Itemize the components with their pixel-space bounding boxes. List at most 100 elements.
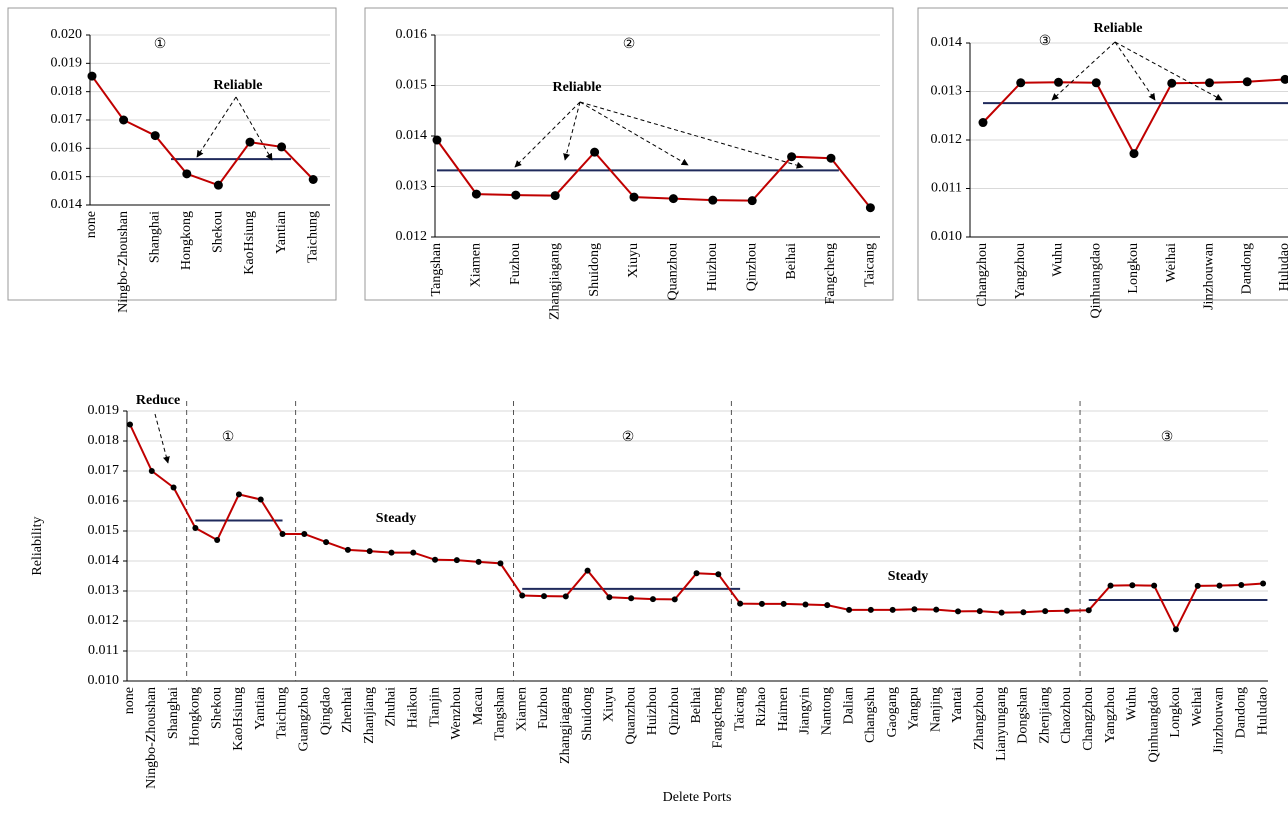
point [323, 539, 330, 546]
y-tick-label: 0.019 [51, 56, 83, 71]
x-tick-label: Huizhou [705, 243, 720, 291]
point [119, 115, 129, 125]
y-tick-label: 0.020 [51, 27, 83, 42]
annotation-arrow [196, 96, 237, 158]
point [693, 570, 700, 577]
y-tick-label: 0.016 [396, 27, 428, 42]
y-tick-label: 0.019 [88, 403, 120, 418]
x-tick-label: Shuidong [587, 243, 602, 297]
x-tick-label: Xiuyu [626, 243, 641, 278]
x-tick-label: Shekou [211, 211, 226, 253]
x-tick-label: Zhanjiang [362, 687, 377, 744]
point [933, 606, 940, 613]
point [976, 608, 983, 615]
point [1042, 608, 1049, 615]
point [453, 557, 460, 564]
y-tick-label: 0.010 [88, 673, 120, 688]
annotation-arrow [579, 101, 804, 169]
x-tick-label: Xiuyu [602, 687, 617, 722]
x-tick-label: Ningbo-Zhoushan [116, 211, 131, 313]
series-line [91, 75, 314, 187]
point [301, 531, 308, 537]
x-axis-title: Delete Ports [663, 790, 732, 805]
point [846, 606, 853, 613]
x-tick-label: Weihai [1164, 243, 1179, 282]
x-tick-label: Shanghai [166, 687, 181, 739]
x-tick-label: none [84, 211, 99, 238]
point [308, 175, 318, 184]
point [257, 496, 264, 503]
x-tick-label: Huizhou [645, 687, 660, 735]
point [127, 421, 133, 428]
point [1063, 607, 1070, 614]
point [671, 596, 678, 603]
x-tick-label: Dongshan [1016, 687, 1031, 744]
point [628, 595, 635, 602]
annotation-arrow [1114, 41, 1156, 101]
x-tick-label: Shanghai [147, 211, 162, 263]
y-tick-label: 0.014 [931, 35, 963, 50]
x-tick-label: Rizhao [754, 687, 769, 727]
y-tick-label: 0.014 [88, 553, 120, 568]
x-tick-label: Chaozhou [1059, 687, 1074, 744]
x-tick-label: Zhangjiagang [547, 243, 562, 320]
point [519, 592, 526, 599]
y-tick-label: 0.010 [931, 229, 963, 244]
x-tick-label: Jinzhouwan [1212, 687, 1227, 754]
point [511, 190, 521, 200]
x-tick-label: Fuzhou [508, 243, 523, 285]
point [87, 71, 97, 81]
x-tick-label: Wenzhou [449, 687, 464, 740]
x-tick-label: Changzhou [1081, 687, 1096, 751]
point [590, 147, 600, 157]
y-tick-label: 0.018 [51, 84, 83, 99]
x-tick-label: Yantian [253, 687, 268, 730]
y-axis-title: Reliability [30, 516, 45, 575]
series-line [982, 78, 1286, 156]
y-tick-label: 0.012 [88, 613, 120, 628]
annotation-arrow [235, 96, 273, 161]
point [1016, 78, 1026, 88]
x-tick-label: Qinhuangdao [1146, 687, 1161, 762]
x-tick-label: Fangcheng [711, 687, 726, 748]
y-tick-label: 0.015 [51, 169, 83, 184]
annotation-arrow [154, 413, 170, 464]
x-tick-label: Xiamen [469, 243, 484, 287]
x-tick-label: Haikou [405, 687, 420, 728]
x-tick-label: Yantian [274, 211, 289, 254]
panel-frame [917, 7, 1288, 301]
x-tick-label: Taichung [305, 211, 320, 263]
x-tick-label: Changshu [863, 687, 878, 743]
x-tick-label: Yangpu [907, 687, 922, 730]
y-tick-label: 0.015 [396, 78, 428, 93]
point [192, 525, 199, 531]
annotation-arrow [563, 101, 581, 161]
x-tick-label: Hongkong [188, 687, 203, 746]
annotation-arrow [1051, 41, 1116, 101]
point [432, 556, 439, 563]
x-tick-label: Longkou [1126, 243, 1141, 294]
x-tick-label: none [122, 687, 137, 714]
point [170, 484, 177, 491]
x-tick-label: Lianyungang [994, 687, 1009, 761]
annotation: ① [222, 430, 235, 445]
x-tick-label: Zhuhai [384, 687, 399, 727]
point [758, 600, 765, 607]
x-tick-label: Beihai [689, 687, 704, 724]
point [867, 606, 874, 613]
x-tick-label: Beihai [784, 243, 799, 280]
x-tick-label: Changzhou [975, 243, 990, 307]
point [747, 196, 757, 206]
x-tick-label: Longkou [1168, 687, 1183, 738]
annotation-arrow [1114, 41, 1223, 101]
x-tick-label: Qinzhou [744, 243, 759, 291]
point [388, 549, 395, 556]
x-tick-label: Yangzhou [1013, 243, 1028, 299]
y-tick-label: 0.014 [396, 128, 428, 143]
annotation: ③ [1161, 430, 1174, 445]
annotation: ② [623, 37, 636, 52]
x-tick-label: Wuhu [1051, 243, 1066, 277]
point [562, 593, 569, 600]
x-tick-label: Dandong [1239, 243, 1254, 294]
